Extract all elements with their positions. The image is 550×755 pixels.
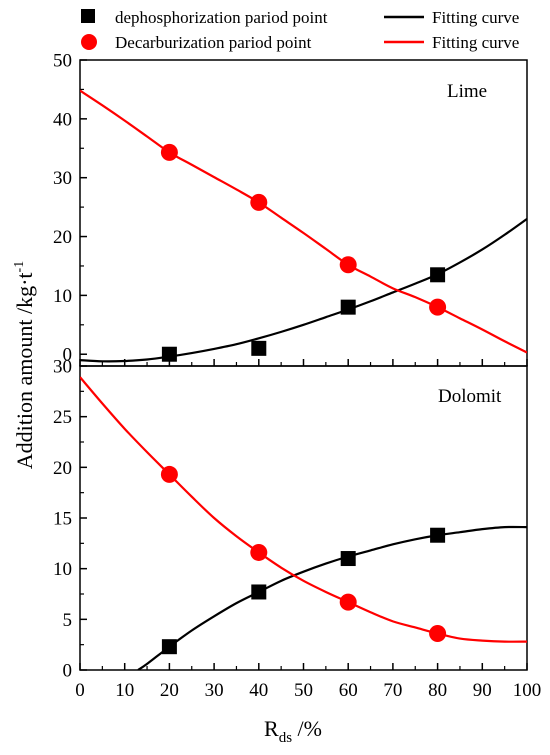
y-tick-label-dolomit: 30	[53, 357, 72, 378]
dephosphorization-point-dolomit	[340, 551, 356, 567]
legend-label-decarburization: Decarburization pariod point	[115, 33, 312, 52]
y-tick-label-lime: 50	[53, 51, 72, 72]
y-axis-title-sup: -1	[12, 261, 27, 273]
x-axis-title-sub: ds	[279, 730, 293, 746]
dephosphorization-point-lime	[251, 340, 267, 356]
y-tick-label-dolomit: 20	[53, 458, 72, 479]
red-fit-curve-dolomit	[80, 376, 527, 643]
legend-label-fit-black: Fitting curve	[432, 8, 519, 27]
red-fit-curve-lime	[80, 89, 527, 354]
dephosphorization-point-lime	[340, 299, 356, 315]
y-tick-label-lime: 0	[63, 345, 73, 366]
y-tick-label-dolomit: 10	[53, 559, 72, 580]
x-tick-label: 20	[160, 680, 179, 701]
x-axis-title: Rds /%	[264, 716, 322, 746]
x-axis-title-main: R	[264, 716, 279, 741]
dephosphorization-point-lime	[161, 346, 177, 362]
plot-area-dolomit	[80, 376, 527, 670]
y-tick-label-lime: 40	[53, 109, 72, 130]
y-tick-label-lime: 20	[53, 227, 72, 248]
x-tick-label: 80	[428, 680, 447, 701]
y-tick-label-lime: 30	[53, 168, 72, 189]
decarburization-point-lime	[160, 143, 178, 161]
legend-marker-circle	[81, 34, 97, 50]
decarburization-point-lime	[250, 193, 268, 211]
y-tick-label-dolomit: 5	[63, 610, 73, 631]
panel-label-dolomit: Dolomit	[438, 386, 502, 407]
axis-ticks-dolomit: 0 5 10 15 20 25 30 0 10 20 30 40 50 60 70 80 90 100	[53, 357, 541, 702]
decarburization-point-lime	[429, 298, 447, 316]
decarburization-point-dolomit	[339, 593, 357, 611]
legend-label-fit-red: Fitting curve	[432, 33, 519, 52]
black-fit-curve-lime	[80, 217, 527, 363]
x-axis-title-tail: /%	[292, 716, 322, 741]
x-tick-label: 70	[383, 680, 402, 701]
x-tick-label: 10	[115, 680, 134, 701]
axis-ticks-lime: 0 10 20 30 40 50	[53, 51, 528, 366]
x-tick-label: 0	[75, 680, 85, 701]
dephosphorization-point-dolomit	[251, 584, 267, 600]
y-tick-label-dolomit: 0	[63, 661, 73, 682]
decarburization-point-dolomit	[250, 543, 268, 561]
x-tick-label: 30	[205, 680, 224, 701]
legend: dephosphorization pariod point Fitting c…	[81, 8, 519, 52]
plot-area-lime	[80, 89, 527, 363]
decarburization-point-dolomit	[160, 465, 178, 483]
panel-frame-lime	[79, 59, 528, 367]
black-fit-curve-dolomit	[137, 525, 527, 670]
dephosphorization-point-dolomit	[430, 527, 446, 543]
y-axis-title: Addition amount /kg·t-1	[12, 261, 37, 469]
x-tick-label: 100	[513, 680, 542, 701]
x-tick-label: 40	[249, 680, 268, 701]
x-tick-label: 60	[339, 680, 358, 701]
y-tick-label-lime: 10	[53, 286, 72, 307]
decarburization-point-lime	[339, 256, 357, 274]
legend-marker-square	[81, 9, 95, 23]
y-tick-label-dolomit: 25	[53, 407, 72, 428]
panel-frame-dolomit	[79, 365, 528, 671]
panel-label-lime: Lime	[447, 81, 487, 102]
x-tick-label: 50	[294, 680, 313, 701]
x-tick-label: 90	[473, 680, 492, 701]
legend-label-dephosphorization: dephosphorization pariod point	[115, 8, 328, 27]
dephosphorization-point-lime	[430, 267, 446, 283]
y-tick-label-dolomit: 15	[53, 509, 72, 530]
y-axis-title-main: Addition amount /kg·t	[12, 272, 37, 469]
decarburization-point-dolomit	[429, 625, 447, 643]
dephosphorization-point-dolomit	[161, 639, 177, 655]
